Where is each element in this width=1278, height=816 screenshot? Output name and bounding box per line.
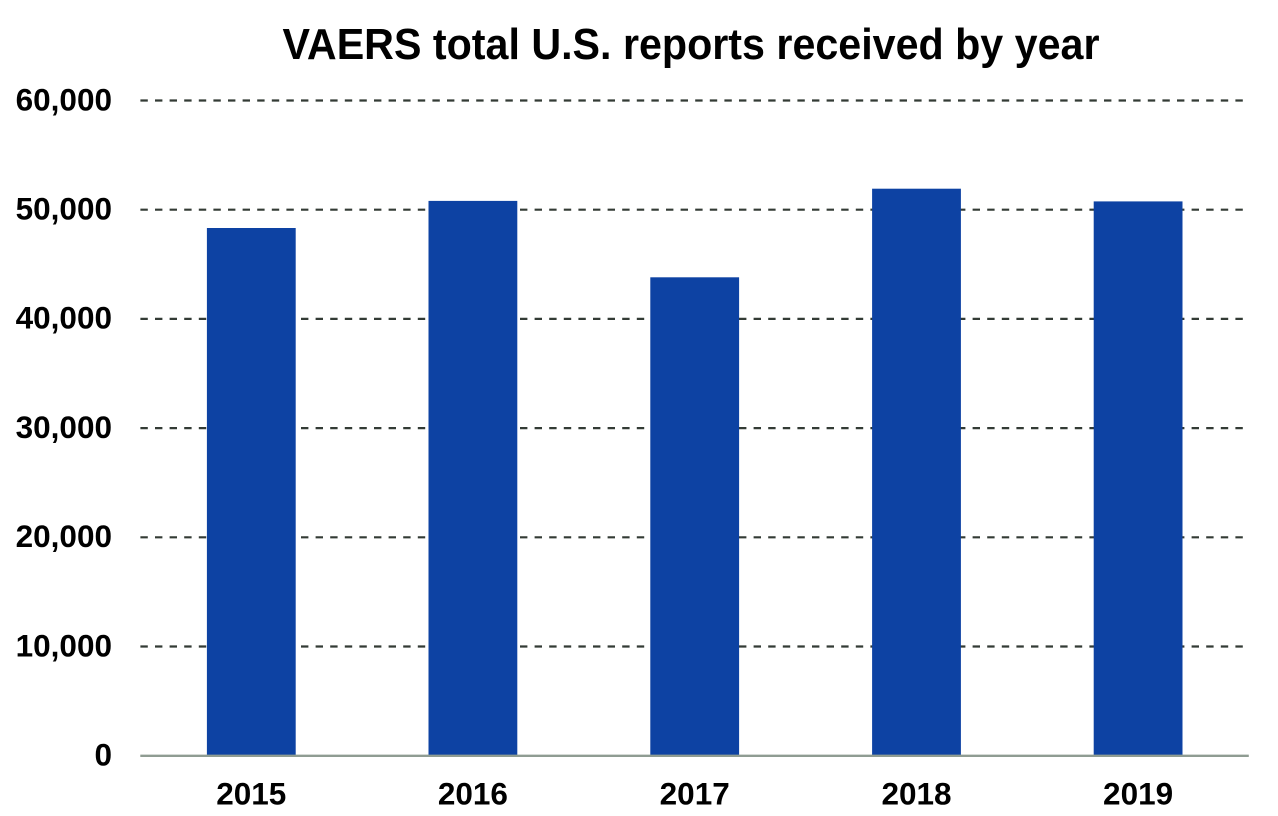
svg-text:2017: 2017: [660, 776, 730, 812]
svg-text:2016: 2016: [438, 776, 508, 812]
svg-text:20,000: 20,000: [16, 518, 112, 554]
svg-text:30,000: 30,000: [16, 409, 112, 445]
svg-text:40,000: 40,000: [16, 300, 112, 336]
svg-text:2015: 2015: [216, 776, 286, 812]
svg-text:60,000: 60,000: [16, 81, 112, 117]
svg-text:2019: 2019: [1103, 776, 1173, 812]
svg-text:VAERS total U.S. reports recei: VAERS total U.S. reports received by yea…: [283, 21, 1100, 69]
svg-text:10,000: 10,000: [16, 627, 112, 663]
svg-text:0: 0: [94, 737, 112, 773]
svg-text:2018: 2018: [881, 776, 951, 812]
svg-text:50,000: 50,000: [16, 191, 112, 227]
